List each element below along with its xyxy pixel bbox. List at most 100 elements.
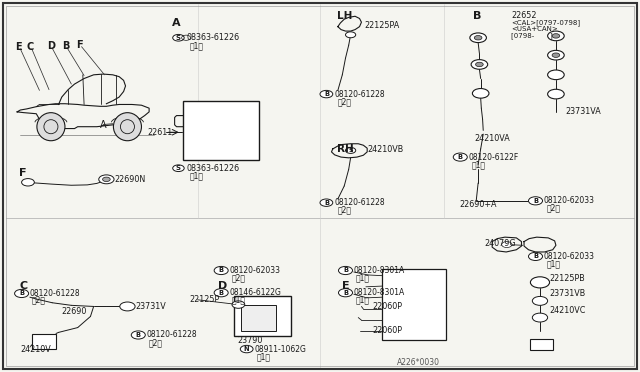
- Text: （1）: （1）: [232, 295, 246, 304]
- Text: B: B: [324, 91, 329, 97]
- Text: E: E: [342, 281, 350, 291]
- FancyBboxPatch shape: [234, 296, 291, 336]
- Text: （2）: （2）: [32, 296, 46, 305]
- Ellipse shape: [470, 33, 486, 42]
- Circle shape: [113, 113, 141, 141]
- Ellipse shape: [476, 62, 483, 67]
- Text: （1）: （1）: [472, 160, 486, 169]
- FancyBboxPatch shape: [383, 269, 446, 340]
- Text: B: B: [219, 290, 223, 296]
- Text: B: B: [62, 41, 69, 51]
- Text: C: C: [19, 281, 27, 291]
- Ellipse shape: [532, 313, 548, 322]
- Text: 08120-62033: 08120-62033: [230, 266, 280, 275]
- Text: （2）: （2）: [337, 97, 351, 106]
- Text: S: S: [348, 148, 353, 153]
- Text: 08120-61228: 08120-61228: [334, 90, 385, 99]
- Ellipse shape: [346, 147, 356, 153]
- Text: F: F: [19, 168, 26, 178]
- FancyBboxPatch shape: [183, 101, 259, 160]
- Ellipse shape: [99, 175, 114, 184]
- Text: 22060P: 22060P: [372, 326, 403, 335]
- Text: D: D: [218, 281, 227, 291]
- Ellipse shape: [240, 345, 253, 353]
- Ellipse shape: [529, 197, 543, 205]
- Text: LH: LH: [337, 11, 353, 21]
- Ellipse shape: [214, 266, 228, 275]
- Text: （1）: （1）: [190, 41, 204, 51]
- Text: 24210VA: 24210VA: [474, 134, 510, 143]
- Ellipse shape: [320, 90, 333, 98]
- Text: B: B: [533, 198, 538, 204]
- Text: E: E: [15, 42, 22, 52]
- Text: 22125P: 22125P: [189, 295, 220, 304]
- Ellipse shape: [453, 153, 467, 161]
- Text: <CAL>[0797-0798]: <CAL>[0797-0798]: [511, 19, 580, 26]
- Text: （2）: （2）: [337, 206, 351, 215]
- Text: 23731VB: 23731VB: [550, 289, 586, 298]
- FancyBboxPatch shape: [32, 334, 56, 349]
- Text: N: N: [244, 346, 250, 352]
- Text: 24210VC: 24210VC: [550, 306, 586, 315]
- Text: RH: RH: [337, 144, 354, 154]
- Text: 23790: 23790: [237, 336, 262, 345]
- Text: 08146-6122G: 08146-6122G: [230, 288, 282, 297]
- Text: 23731V: 23731V: [135, 302, 166, 311]
- Text: D: D: [47, 41, 55, 51]
- Text: （1）: （1）: [256, 352, 270, 361]
- Text: （1）: （1）: [356, 295, 370, 304]
- Ellipse shape: [232, 301, 244, 308]
- Ellipse shape: [548, 70, 564, 80]
- Ellipse shape: [346, 32, 356, 38]
- Text: 08120-6122F: 08120-6122F: [468, 153, 519, 161]
- Ellipse shape: [552, 53, 560, 57]
- Text: 08120-62033: 08120-62033: [544, 252, 595, 261]
- Text: 08911-1062G: 08911-1062G: [254, 344, 306, 353]
- Text: B: B: [533, 253, 538, 259]
- Ellipse shape: [15, 289, 29, 298]
- Text: 08120-8301A: 08120-8301A: [354, 266, 405, 275]
- Ellipse shape: [552, 34, 560, 38]
- Text: C: C: [27, 42, 34, 52]
- Text: B: B: [343, 267, 348, 273]
- Ellipse shape: [472, 89, 489, 98]
- Text: （1）: （1）: [190, 171, 204, 180]
- Ellipse shape: [173, 165, 184, 171]
- Ellipse shape: [474, 36, 482, 40]
- Ellipse shape: [529, 252, 543, 260]
- Text: （1）: （1）: [547, 259, 561, 268]
- Text: 24079G: 24079G: [484, 239, 516, 248]
- Ellipse shape: [173, 35, 184, 41]
- Text: 24210VB: 24210VB: [368, 145, 404, 154]
- Ellipse shape: [120, 302, 135, 311]
- Text: 22060P: 22060P: [372, 302, 403, 311]
- Ellipse shape: [102, 177, 110, 182]
- Ellipse shape: [548, 89, 564, 99]
- Text: 22690+A: 22690+A: [459, 200, 497, 209]
- Ellipse shape: [471, 60, 488, 69]
- Text: （2）: （2）: [547, 204, 561, 213]
- Text: S: S: [176, 35, 181, 41]
- Text: 22611: 22611: [148, 128, 173, 137]
- Ellipse shape: [22, 179, 35, 186]
- Ellipse shape: [531, 277, 550, 288]
- Text: 08120-8301A: 08120-8301A: [354, 288, 405, 297]
- Ellipse shape: [548, 31, 564, 41]
- FancyBboxPatch shape: [241, 305, 276, 331]
- Text: 24210V: 24210V: [20, 344, 51, 353]
- Text: （2）: （2）: [232, 273, 246, 282]
- Text: 22652: 22652: [511, 11, 537, 20]
- Text: B: B: [19, 291, 24, 296]
- Text: 22690: 22690: [62, 307, 87, 316]
- Text: 08120-61228: 08120-61228: [147, 330, 197, 340]
- Text: 08120-61228: 08120-61228: [334, 198, 385, 207]
- Text: 08363-61226: 08363-61226: [187, 33, 240, 42]
- Text: 08120-61228: 08120-61228: [30, 289, 81, 298]
- Text: <USA+CAN>: <USA+CAN>: [511, 26, 558, 32]
- Text: B: B: [473, 11, 481, 21]
- Text: 08363-61226: 08363-61226: [187, 164, 240, 173]
- Text: B: B: [343, 290, 348, 296]
- Text: B: B: [458, 154, 463, 160]
- Text: F: F: [76, 40, 83, 50]
- Text: 23731VA: 23731VA: [566, 108, 601, 116]
